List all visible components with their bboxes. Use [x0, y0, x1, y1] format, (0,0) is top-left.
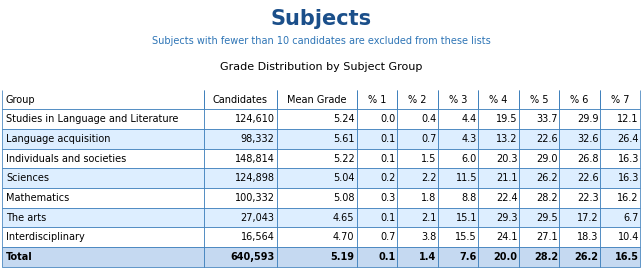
- Text: Subjects with fewer than 10 candidates are excluded from these lists: Subjects with fewer than 10 candidates a…: [152, 36, 490, 46]
- Text: Subjects: Subjects: [270, 9, 372, 29]
- Text: Grade Distribution by Subject Group: Grade Distribution by Subject Group: [220, 62, 422, 72]
